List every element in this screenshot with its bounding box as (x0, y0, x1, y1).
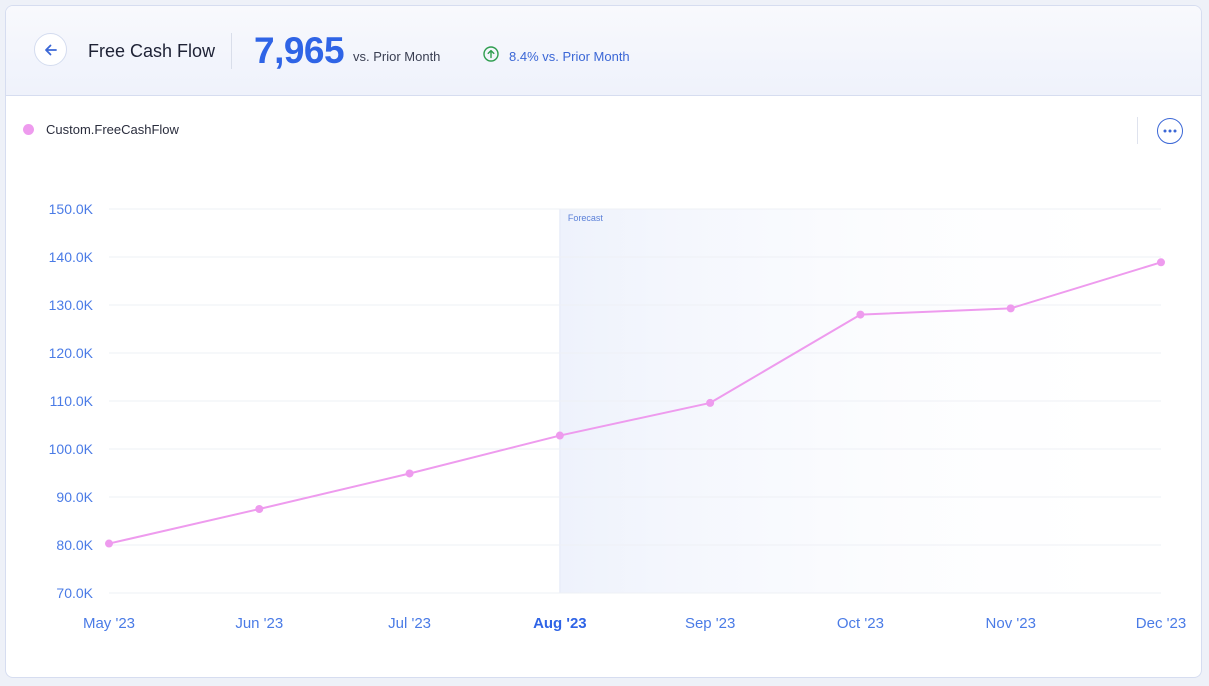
data-point (405, 469, 414, 478)
arrow-left-icon (44, 44, 57, 55)
x-tick-label: Oct '23 (837, 615, 884, 632)
data-point (1006, 304, 1015, 313)
header-divider (231, 33, 232, 69)
data-point (555, 431, 564, 440)
data-point (856, 310, 865, 319)
legend-label: Custom.FreeCashFlow (46, 122, 179, 137)
more-options-button[interactable] (1157, 118, 1183, 144)
data-point (255, 505, 264, 513)
x-tick-label: Jun '23 (235, 615, 283, 632)
forecast-label: Forecast (568, 213, 604, 223)
toolbar-divider (1137, 117, 1138, 144)
x-tick-label: May '23 (83, 615, 135, 632)
line-chart: Forecast 70.0K 80.0K 90.0K 100.0K 110.0K 120.… (49, 201, 1187, 632)
change-text: 8.4% vs. Prior Month (509, 49, 630, 64)
card-header: Free Cash Flow 7,965 vs. Prior Month 8.4… (6, 6, 1201, 96)
series-line (108, 261, 1162, 545)
x-tick-label: Aug '23 (533, 615, 587, 632)
data-point (706, 398, 715, 407)
free-cash-flow-card: Free Cash Flow 7,965 vs. Prior Month 8.4… (5, 5, 1202, 678)
metric-caption: vs. Prior Month (353, 49, 441, 64)
x-tick-label: Jul '23 (388, 615, 431, 632)
page-title: Free Cash Flow (88, 41, 216, 61)
y-tick-label: 130.0K (49, 297, 94, 313)
x-tick-label: Dec '23 (1136, 615, 1186, 632)
data-point (1157, 258, 1165, 267)
y-tick-label: 70.0K (56, 585, 93, 601)
y-tick-label: 90.0K (56, 489, 93, 505)
arrow-up-circle-icon (483, 46, 499, 62)
y-tick-label: 140.0K (49, 249, 94, 265)
legend-swatch (23, 124, 34, 135)
y-tick-label: 80.0K (56, 537, 93, 553)
y-tick-label: 110.0K (50, 393, 94, 409)
x-tick-label: Nov '23 (986, 615, 1036, 632)
y-tick-label: 120.0K (49, 345, 94, 361)
data-point (105, 539, 113, 548)
more-horizontal-icon (1163, 129, 1177, 133)
x-tick-label: Sep '23 (685, 615, 735, 632)
y-tick-label: 100.0K (49, 441, 94, 457)
metric-value: 7,965 (254, 30, 345, 71)
y-tick-label: 150.0K (49, 201, 94, 217)
back-button[interactable] (34, 33, 67, 66)
chart-legend[interactable]: Custom.FreeCashFlow (23, 122, 179, 137)
